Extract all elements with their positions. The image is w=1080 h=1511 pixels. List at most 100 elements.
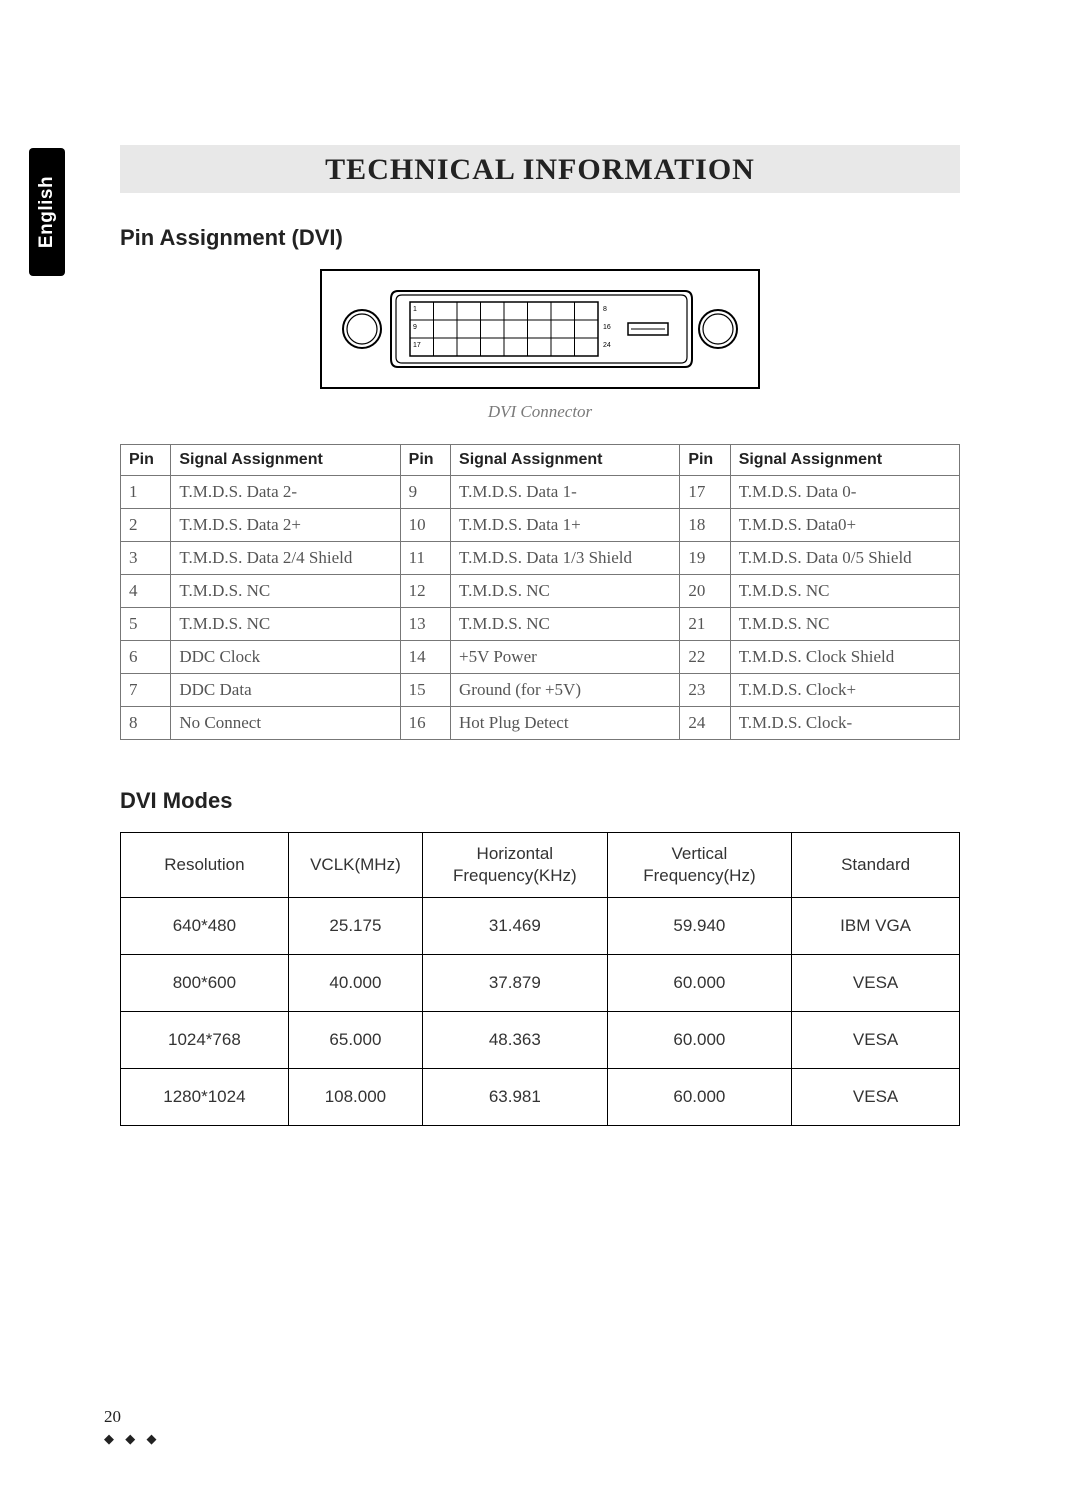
cell-signal: T.M.D.S. NC: [730, 608, 959, 641]
table-row: 6DDC Clock14+5V Power22T.M.D.S. Clock Sh…: [121, 641, 960, 674]
cell-signal: +5V Power: [451, 641, 680, 674]
cell-signal: Hot Plug Detect: [451, 707, 680, 740]
page-title: TECHNICAL INFORMATION: [120, 153, 960, 187]
cell-signal: T.M.D.S. Clock Shield: [730, 641, 959, 674]
cell-pin: 21: [680, 608, 730, 641]
table-row: 7DDC Data15Ground (for +5V)23T.M.D.S. Cl…: [121, 674, 960, 707]
table-row: 640*48025.17531.46959.940IBM VGA: [121, 898, 960, 955]
diagram-pin-24: 24: [603, 342, 611, 349]
cell-vfreq: 59.940: [607, 898, 792, 955]
cell-pin: 6: [121, 641, 171, 674]
cell-vfreq: 60.000: [607, 1012, 792, 1069]
table-header-row: Pin Signal Assignment Pin Signal Assignm…: [121, 445, 960, 476]
cell-signal: DDC Clock: [171, 641, 400, 674]
cell-pin: 14: [400, 641, 450, 674]
cell-signal: T.M.D.S. Data 2/4 Shield: [171, 542, 400, 575]
cell-vclk: 108.000: [288, 1069, 422, 1126]
cell-pin: 20: [680, 575, 730, 608]
pin-assignment-table: Pin Signal Assignment Pin Signal Assignm…: [120, 444, 960, 740]
cell-signal: T.M.D.S. Clock+: [730, 674, 959, 707]
cell-vfreq: 60.000: [607, 1069, 792, 1126]
cell-pin: 12: [400, 575, 450, 608]
cell-signal: No Connect: [171, 707, 400, 740]
cell-hfreq: 31.469: [423, 898, 608, 955]
th-signal: Signal Assignment: [730, 445, 959, 476]
table-row: 2T.M.D.S. Data 2+10T.M.D.S. Data 1+18T.M…: [121, 509, 960, 542]
th-pin: Pin: [400, 445, 450, 476]
table-row: 1280*1024108.00063.98160.000VESA: [121, 1069, 960, 1126]
table-row: 3T.M.D.S. Data 2/4 Shield11 T.M.D.S. Data…: [121, 542, 960, 575]
section-heading-modes: DVI Modes: [120, 788, 960, 814]
table-row: 4T.M.D.S. NC12T.M.D.S. NC20T.M.D.S. NC: [121, 575, 960, 608]
cell-pin: 22: [680, 641, 730, 674]
table-header-row: Resolution VCLK(MHz) HorizontalFrequency…: [121, 833, 960, 898]
cell-signal: T.M.D.S. Data 0/5 Shield: [730, 542, 959, 575]
cell-pin: 24: [680, 707, 730, 740]
page-content: TECHNICAL INFORMATION Pin Assignment (DV…: [120, 145, 960, 1126]
cell-pin: 3: [121, 542, 171, 575]
dvi-modes-table: Resolution VCLK(MHz) HorizontalFrequency…: [120, 832, 960, 1126]
cell-signal: T.M.D.S. NC: [171, 575, 400, 608]
diagram-pin-17: 17: [413, 342, 421, 349]
th-vfreq: VerticalFrequency(Hz): [607, 833, 792, 898]
language-tab: English: [29, 148, 65, 276]
cell-signal: T.M.D.S. Clock-: [730, 707, 959, 740]
cell-vfreq: 60.000: [607, 955, 792, 1012]
table-row: 5T.M.D.S. NC13T.M.D.S. NC21T.M.D.S. NC: [121, 608, 960, 641]
table-row: 1024*76865.00048.36360.000VESA: [121, 1012, 960, 1069]
cell-pin: 2: [121, 509, 171, 542]
cell-hfreq: 37.879: [423, 955, 608, 1012]
cell-pin: 10: [400, 509, 450, 542]
cell-hfreq: 63.981: [423, 1069, 608, 1126]
cell-vclk: 65.000: [288, 1012, 422, 1069]
cell-signal: T.M.D.S. NC: [451, 608, 680, 641]
cell-pin: 1: [121, 476, 171, 509]
page-title-bar: TECHNICAL INFORMATION: [120, 145, 960, 193]
cell-resolution: 800*600: [121, 955, 289, 1012]
svg-text:9: 9: [413, 324, 417, 331]
cell-pin: 4: [121, 575, 171, 608]
cell-vclk: 25.175: [288, 898, 422, 955]
cell-signal: T.M.D.S. Data 2-: [171, 476, 400, 509]
cell-resolution: 1280*1024: [121, 1069, 289, 1126]
cell-signal: T.M.D.S. Data 1+: [451, 509, 680, 542]
table-row: 800*60040.00037.87960.000VESA: [121, 955, 960, 1012]
cell-pin: 11: [400, 542, 450, 575]
dvi-connector-diagram: 1 8 9 16 17 24: [120, 269, 960, 394]
page-footer: 20 ◆ ◆ ◆: [104, 1407, 161, 1447]
cell-pin: 9: [400, 476, 450, 509]
cell-pin: 18: [680, 509, 730, 542]
page-number: 20: [104, 1407, 161, 1427]
cell-signal: T.M.D.S. Data0+: [730, 509, 959, 542]
table-row: 1T.M.D.S. Data 2-9T.M.D.S. Data 1-17T.M.…: [121, 476, 960, 509]
cell-pin: 13: [400, 608, 450, 641]
cell-pin: 8: [121, 707, 171, 740]
cell-resolution: 1024*768: [121, 1012, 289, 1069]
svg-text:1: 1: [413, 306, 417, 313]
th-standard: Standard: [792, 833, 960, 898]
cell-pin: 19: [680, 542, 730, 575]
cell-signal: T.M.D.S. Data 0-: [730, 476, 959, 509]
cell-hfreq: 48.363: [423, 1012, 608, 1069]
cell-pin: 15: [400, 674, 450, 707]
cell-pin: 7: [121, 674, 171, 707]
cell-standard: IBM VGA: [792, 898, 960, 955]
th-signal: Signal Assignment: [451, 445, 680, 476]
connector-caption: DVI Connector: [120, 402, 960, 422]
cell-pin: 17: [680, 476, 730, 509]
th-vclk: VCLK(MHz): [288, 833, 422, 898]
cell-pin: 5: [121, 608, 171, 641]
th-signal: Signal Assignment: [171, 445, 400, 476]
diagram-pin-8: 8: [603, 306, 607, 313]
cell-signal: T.M.D.S. NC: [451, 575, 680, 608]
diagram-pin-16: 16: [603, 324, 611, 331]
cell-standard: VESA: [792, 1069, 960, 1126]
cell-resolution: 640*480: [121, 898, 289, 955]
cell-signal: T.M.D.S. Data 1-: [451, 476, 680, 509]
cell-signal: Ground (for +5V): [451, 674, 680, 707]
th-hfreq: HorizontalFrequency(KHz): [423, 833, 608, 898]
cell-pin: 16: [400, 707, 450, 740]
cell-standard: VESA: [792, 955, 960, 1012]
section-heading-pin: Pin Assignment (DVI): [120, 225, 960, 251]
th-pin: Pin: [121, 445, 171, 476]
